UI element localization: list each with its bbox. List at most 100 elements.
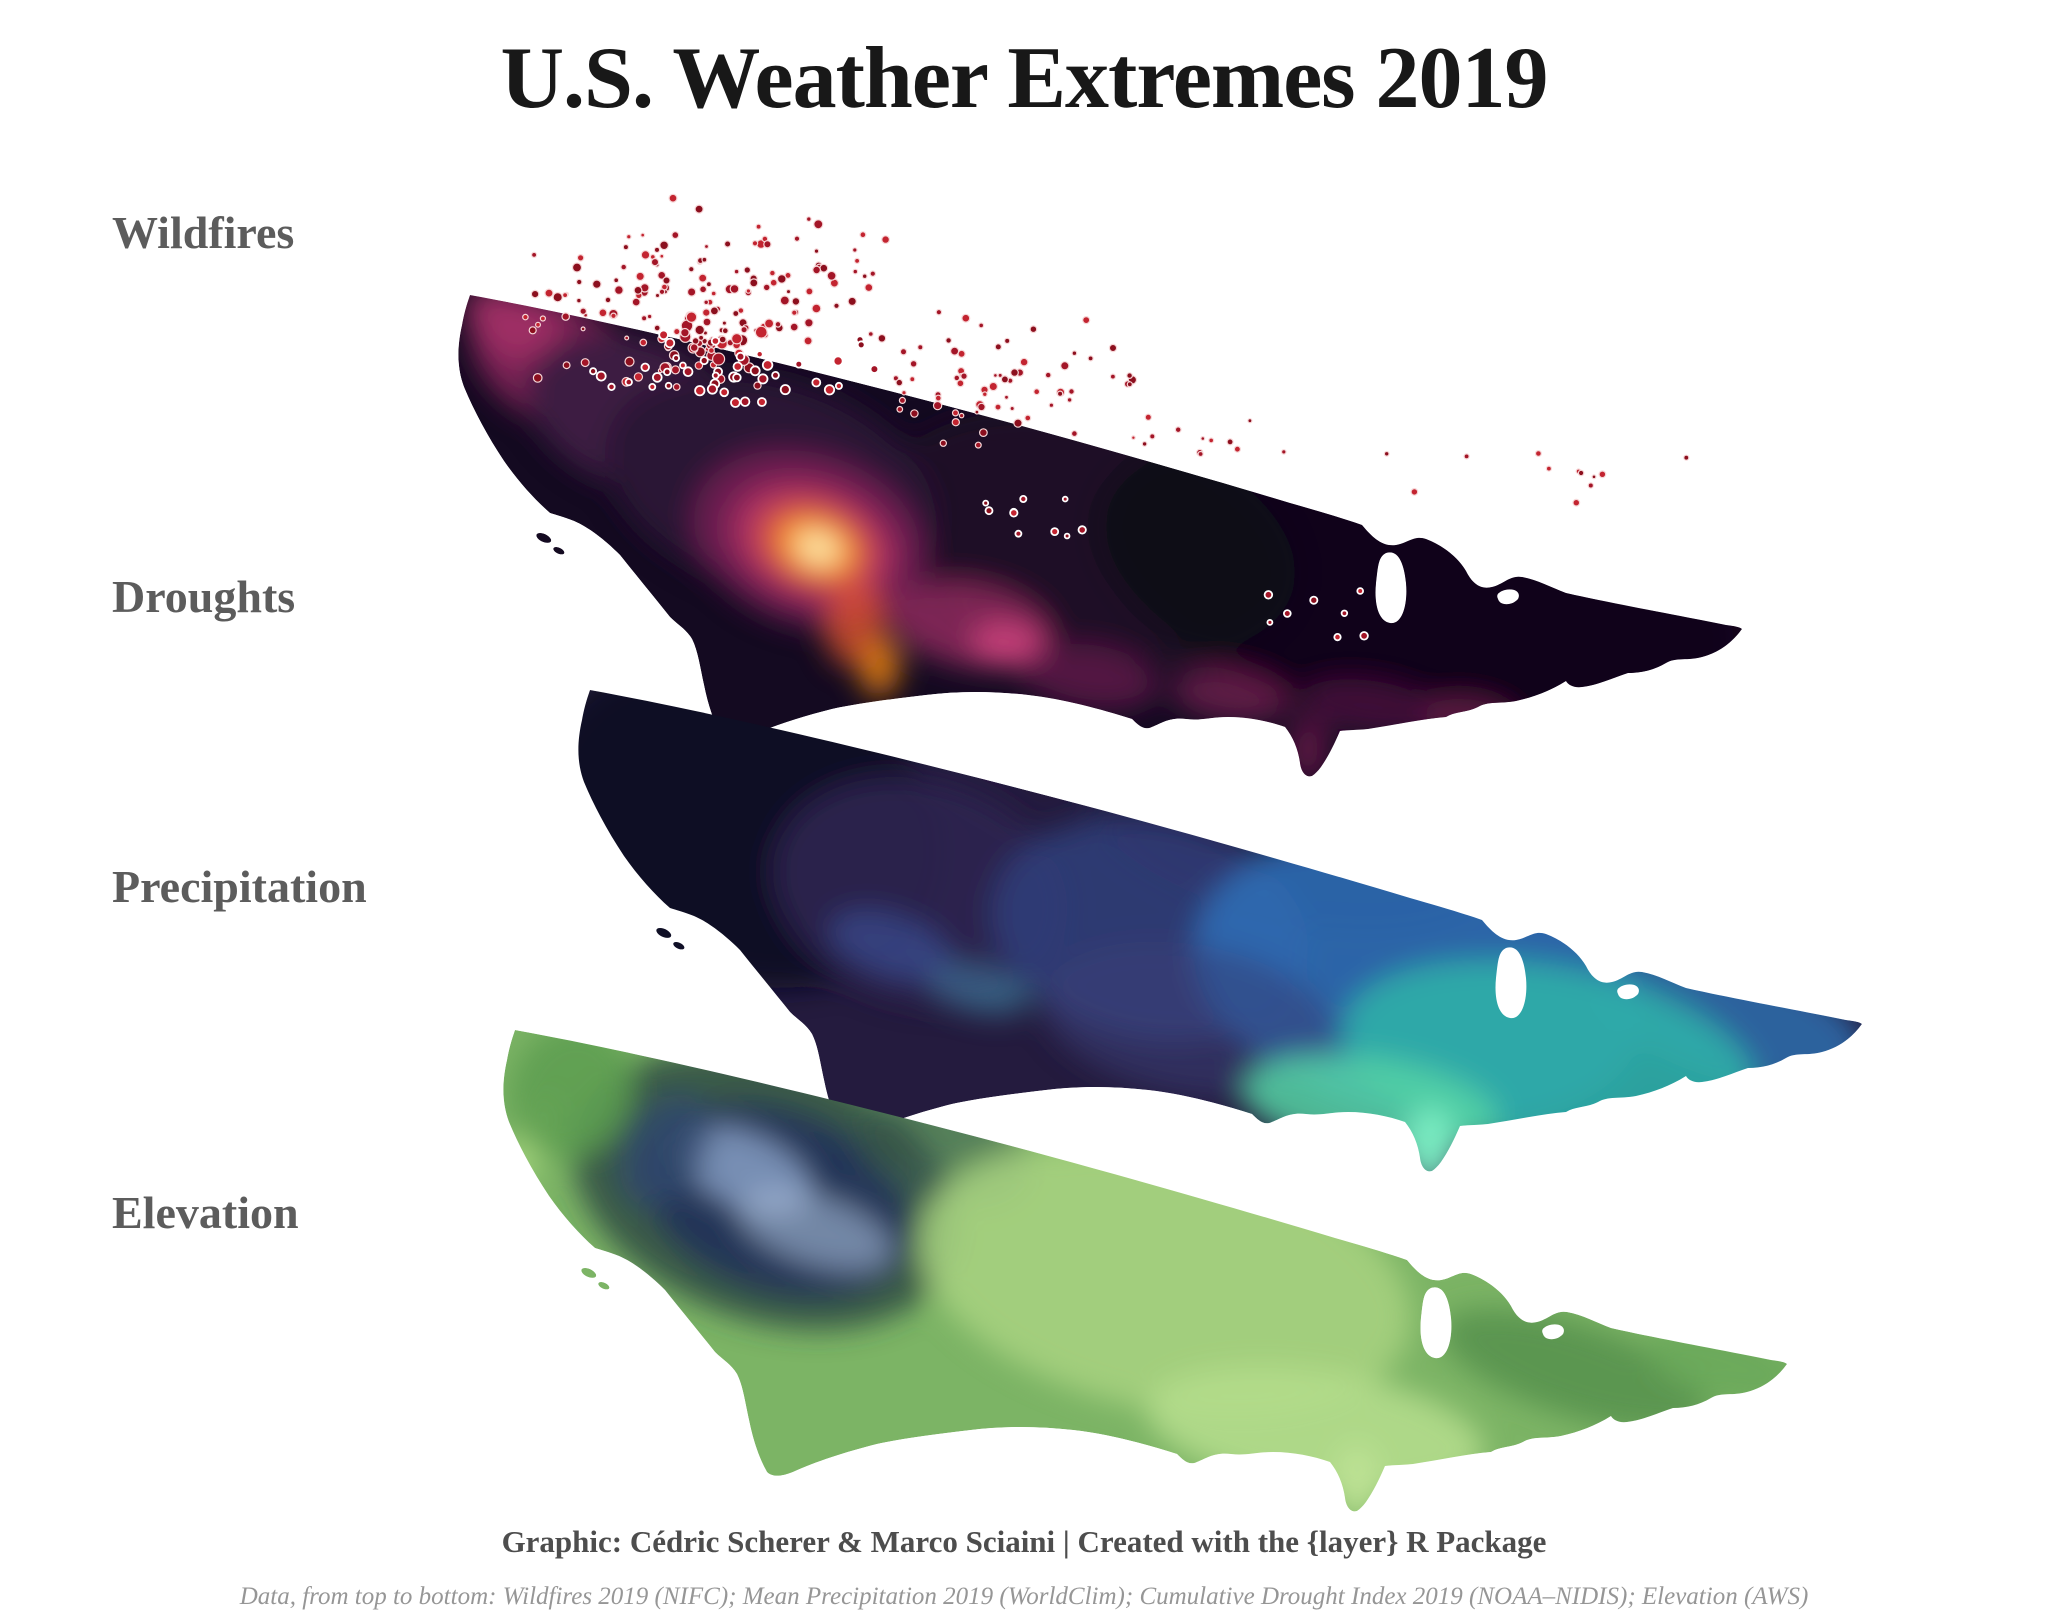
wildfire-dot [1109,373,1117,380]
wildfire-dot [739,396,751,407]
wildfire-dot [1004,337,1011,345]
wildfire-dot [755,350,764,359]
wildfire-dot [981,391,988,398]
map-layers-group [458,295,1863,1512]
wildfire-dot [1534,450,1542,458]
precipitation-map-layer [578,690,1863,1172]
wildfire-dot [595,370,607,382]
wildfire-dot [710,290,717,297]
wildfire-dot [823,384,836,396]
wildfire-dot [909,376,916,383]
wildfire-dot [793,235,801,243]
wildfire-dot [1591,474,1597,480]
wildfire-dot [785,288,792,295]
wildfire-dot [1356,587,1364,595]
wildfire-dot [624,377,633,387]
credit-data-note: Data, from top to bottom: Wildfires 2019… [239,1583,1809,1610]
wildfire-dot [719,387,729,398]
wildfire-dot [1126,381,1133,388]
wildfire-dot [662,276,671,285]
wildfire-dot [697,334,705,341]
wildfire-dot [939,439,948,447]
wildfire-dot [1263,590,1274,600]
wildfire-dot [895,378,904,387]
wildfire-dot [672,383,681,391]
wildfire-dot [856,340,866,350]
wildfire-dot [721,320,728,326]
wildfire-dot [811,377,822,388]
wildfire-dot [833,302,840,310]
wildfire-dot [614,285,624,296]
wildfire-dot [811,303,822,314]
wildfire-dot [1383,450,1390,457]
wildfire-dot [1226,438,1234,446]
wildfire-dot [735,351,746,362]
wildfire-dot [754,325,768,339]
wildfire-dot [706,383,718,395]
wildfire-dot [576,297,582,304]
wildfire-dot [1029,325,1038,334]
wildfire-dot [881,235,890,245]
wildfire-dot [951,409,960,417]
wildfire-dot [689,343,699,353]
wildfire-dot [622,243,630,251]
wildfire-dot [580,326,586,332]
wildfire-dot [1003,394,1010,400]
wildfire-dot [812,265,821,275]
wildfire-dot [864,283,874,293]
wildfire-dot [960,372,968,380]
wildfire-dot [1033,388,1041,396]
wildfire-dot [701,308,711,317]
wildfire-dot [721,327,729,335]
wildfire-dot [910,409,919,418]
wildfire-dot [664,337,676,349]
wildfire-dot [763,240,772,249]
wildfire-dot [956,379,965,388]
wildfire-dot [694,385,706,397]
wildfire-dot [648,382,657,391]
wildfire-dot [530,289,540,299]
wildfire-dot [751,240,759,247]
wildfire-dot [789,322,799,332]
wildfire-dot [698,273,708,283]
wildfire-dot [711,371,720,380]
wildfire-dot [670,365,681,375]
wildfire-dot [1044,371,1052,379]
wildfire-dot [530,251,538,258]
wildfire-dot [974,441,982,449]
wildfire-dot [680,327,690,338]
droughts-map-layer [458,295,1743,777]
layer-label-precipitation: Precipitation [112,861,367,912]
wildfire-dot [657,270,667,280]
wildfire-dot [813,248,820,254]
wildfire-dot [774,320,782,328]
wildfire-dot [659,253,665,259]
wildfire-dot [779,384,791,396]
wildfire-dots-layer [522,193,1690,642]
wildfire-dot [745,288,752,294]
wildfire-dot [994,343,1003,351]
wildfire-dot [974,409,980,415]
wildfire-dot [699,356,709,366]
wildfire-dot [673,327,681,336]
wildfire-dot [1060,361,1070,371]
wildfire-dot [1063,532,1071,540]
wildfire-dot [776,274,787,284]
wildfire-dot [1359,631,1369,641]
wildfire-dot [1208,437,1215,444]
wildfire-dot [610,312,617,320]
wildfire-dot [709,306,720,316]
wildfire-dot [1463,453,1470,460]
wildfire-dot [1061,495,1069,503]
wildfire-dot [961,313,971,323]
wildfire-dot [847,296,857,307]
wildfire-dot [1019,357,1029,367]
wildfire-dot [653,324,661,332]
precipitation-raster-patches [578,690,1863,1172]
wildfire-dot [1056,390,1064,397]
wildfire-dot [984,506,994,516]
wildfire-dot [639,338,648,347]
wildfire-dot [997,372,1003,379]
wildfire-dot [1598,470,1607,479]
wildfire-dot [790,309,798,317]
